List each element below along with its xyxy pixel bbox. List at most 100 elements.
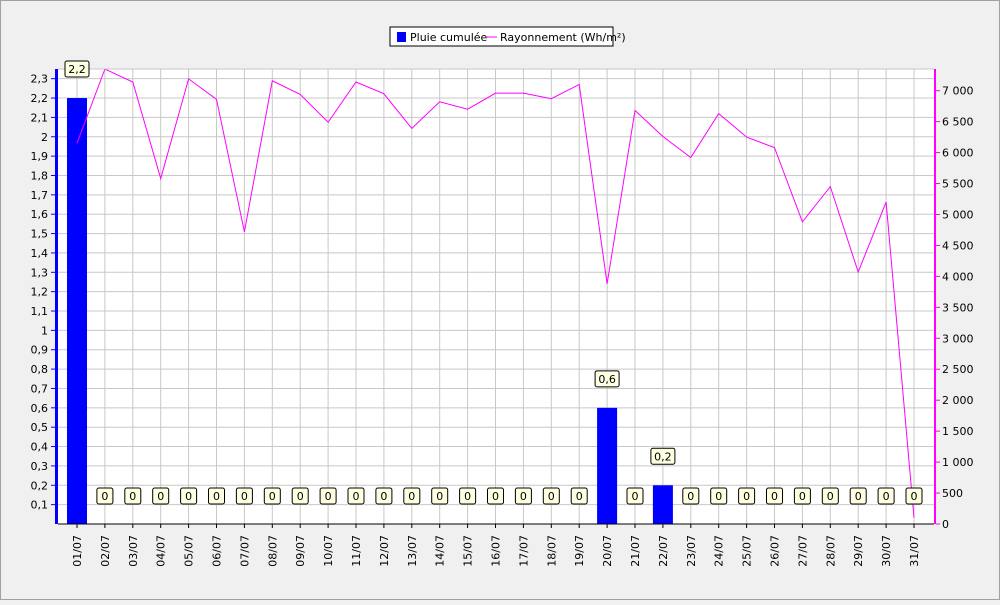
right-tick-label: 5 500 <box>942 178 974 191</box>
data-label-box <box>738 487 756 505</box>
x-tick-label: 21/07 <box>629 535 642 567</box>
bar <box>597 407 618 524</box>
left-tick-label: 1,3 <box>31 266 49 279</box>
data-label-box <box>877 487 895 505</box>
data-label-box <box>594 370 620 388</box>
x-axis-ticks: 01/07 02/07 03/07 04/07 05/07 06/07 07/07 08/07… <box>71 524 921 567</box>
left-tick-label: 0,3 <box>31 460 49 473</box>
data-label: 0 <box>715 490 722 503</box>
x-tick-label: 24/07 <box>713 535 726 567</box>
data-label: 2,2 <box>68 63 86 76</box>
x-tick-label: 20/07 <box>601 535 614 567</box>
left-tick-label: 1,1 <box>31 305 49 318</box>
x-tick-label: 29/07 <box>852 535 865 567</box>
x-tick-label: 03/07 <box>127 535 140 567</box>
right-tick-label: 2 500 <box>942 363 974 376</box>
x-tick-label: 22/07 <box>657 535 670 567</box>
legend-swatch-rain <box>397 32 406 42</box>
data-label-box <box>235 487 253 505</box>
left-tick-label: 2 <box>41 131 48 144</box>
data-label-box <box>180 487 198 505</box>
data-label: 0 <box>380 490 387 503</box>
x-tick-label: 28/07 <box>824 535 837 567</box>
bar-series <box>67 98 673 525</box>
data-label: 0 <box>799 490 806 503</box>
left-tick-label: 1,2 <box>31 286 49 299</box>
right-tick-label: 6 000 <box>942 147 974 160</box>
data-label-box <box>766 487 783 505</box>
right-tick-label: 4 000 <box>942 270 974 283</box>
right-tick-label: 500 <box>942 487 963 500</box>
x-tick-label: 14/07 <box>434 535 447 567</box>
right-tick-label: 3 000 <box>942 332 974 345</box>
right-tick-label: 2 000 <box>942 394 974 407</box>
right-tick-label: 4 500 <box>942 239 974 252</box>
data-label-box <box>403 487 421 505</box>
data-label: 0 <box>771 490 778 503</box>
left-tick-label: 1,5 <box>31 228 49 241</box>
bar <box>652 485 673 524</box>
data-label: 0 <box>520 490 527 503</box>
data-label-box <box>375 487 393 505</box>
data-label: 0 <box>129 490 136 503</box>
left-tick-label: 1,9 <box>31 150 49 163</box>
right-tick-label: 5 000 <box>942 208 974 221</box>
data-label: 0 <box>687 490 694 503</box>
left-axis-ticks: 0,1 0,2 0,3 0,4 0,5 0,6 0,7 0,8 0,9 1 1,1 1,2 1,3 1,4… <box>31 73 55 512</box>
x-tick-label: 07/07 <box>238 535 251 567</box>
legend-label-radiation: Rayonnement (Wh/m²) <box>500 31 626 44</box>
right-tick-label: 7 000 <box>942 85 974 98</box>
right-tick-label: 1 000 <box>942 456 974 469</box>
data-label-box <box>849 487 867 505</box>
data-label-box <box>821 487 839 505</box>
data-label-box <box>124 487 142 505</box>
data-label-box <box>487 487 504 505</box>
line-series <box>76 68 915 518</box>
data-label: 0 <box>101 490 108 503</box>
bar <box>67 98 87 525</box>
left-tick-label: 1,6 <box>31 208 49 221</box>
right-axis-line <box>934 69 936 524</box>
legend-label-rain: Pluie cumulée <box>410 31 488 44</box>
data-label-box <box>459 487 477 505</box>
data-label-box <box>152 487 170 505</box>
x-tick-label: 26/07 <box>769 535 782 567</box>
x-tick-label: 15/07 <box>462 535 475 567</box>
data-label: 0 <box>464 490 471 503</box>
x-tick-label: 23/07 <box>685 535 698 567</box>
x-tick-label: 05/07 <box>183 535 196 567</box>
data-label-box <box>710 487 728 505</box>
left-tick-label: 1 <box>41 324 48 337</box>
left-tick-label: 1,4 <box>31 247 49 260</box>
left-axis-line <box>55 69 58 524</box>
data-label: 0 <box>353 490 360 503</box>
data-label-box <box>291 487 309 505</box>
right-tick-label: 6 500 <box>942 116 974 129</box>
data-label: 0 <box>269 490 276 503</box>
data-label-box <box>263 487 281 505</box>
x-tick-label: 18/07 <box>545 535 558 567</box>
data-label: 0 <box>576 490 583 503</box>
data-label-box <box>208 487 225 505</box>
x-tick-label: 02/07 <box>99 535 112 567</box>
left-tick-label: 0,9 <box>31 344 49 357</box>
data-label-box <box>347 487 365 505</box>
data-label: 0 <box>241 490 248 503</box>
left-tick-label: 0,6 <box>31 402 49 415</box>
data-label: 0 <box>185 490 192 503</box>
left-tick-label: 0,7 <box>31 382 49 395</box>
right-axis-ticks: 0 500 1 000 1 500 2 000 2 500 3 000 3 500 4 000 4… <box>936 85 974 531</box>
x-tick-label: 04/07 <box>155 535 168 567</box>
data-label: 0,6 <box>598 373 616 386</box>
data-label: 0 <box>911 490 918 503</box>
data-label: 0 <box>743 490 750 503</box>
x-tick-label: 31/07 <box>908 535 921 567</box>
data-label: 0 <box>157 490 164 503</box>
data-label: 0 <box>325 490 332 503</box>
right-tick-label: 0 <box>942 518 949 531</box>
x-tick-label: 11/07 <box>350 535 363 567</box>
data-label-box <box>64 60 90 78</box>
data-label-box <box>905 487 923 505</box>
data-labels: 2,2 0 0 0 0 0 0 0 0 0 0 0 0 0 0 0 0 0 0 0,6 0 0,2 0 0 0 0 0 0 0 0 0 <box>64 60 923 505</box>
